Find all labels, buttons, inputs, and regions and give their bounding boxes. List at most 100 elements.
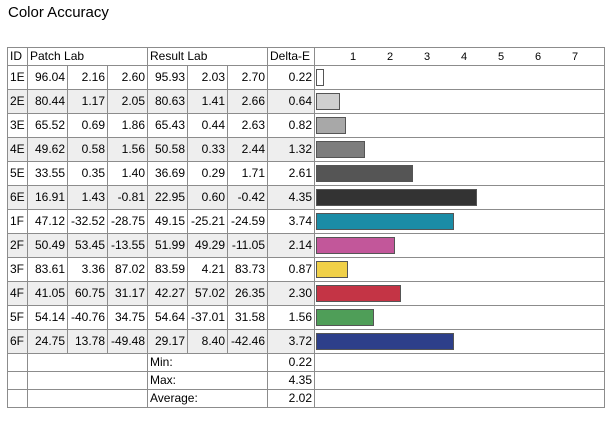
table-row: 5E 33.55 0.35 1.40 36.69 0.29 1.71 2.61 [7,161,605,186]
result-lab-value: 95.93 [147,65,188,90]
patch-lab-value: 96.04 [27,65,68,90]
table-row: 2E 80.44 1.17 2.05 80.63 1.41 2.66 0.64 [7,89,605,114]
patch-lab-value: 3.36 [67,257,108,282]
result-lab-value: 49.15 [147,209,188,234]
patch-lab-value: -28.75 [107,209,148,234]
delta-e-value: 2.14 [267,233,315,258]
table-row: 6F 24.75 13.78 -49.48 29.17 8.40 -42.46 3.72 [7,329,605,354]
patch-lab-value: 16.91 [27,185,68,210]
summary-blank-bar [314,353,605,372]
summary-row: Average: 2.02 [7,389,605,408]
delta-e-value: 2.61 [267,161,315,186]
delta-e-value: 3.74 [267,209,315,234]
table-row: 4E 49.62 0.58 1.56 50.58 0.33 2.44 1.32 [7,137,605,162]
table-row: 3E 65.52 0.69 1.86 65.43 0.44 2.63 0.82 [7,113,605,138]
axis-tick-label: 7 [571,51,579,63]
patch-id: 3F [7,257,28,282]
patch-lab-value: 1.86 [107,113,148,138]
result-lab-value: 31.58 [227,305,268,330]
delta-e-value: 1.56 [267,305,315,330]
patch-id: 1E [7,65,28,90]
header-patch-lab: Patch Lab [27,47,148,66]
result-lab-value: 51.99 [147,233,188,258]
patch-lab-value: 24.75 [27,329,68,354]
patch-lab-value: 13.78 [67,329,108,354]
patch-lab-value: -32.52 [67,209,108,234]
delta-e-value: 2.30 [267,281,315,306]
delta-e-bar-cell [314,113,605,138]
summary-row: Max: 4.35 [7,371,605,390]
result-lab-value: 2.70 [227,65,268,90]
result-lab-value: 26.35 [227,281,268,306]
delta-e-bar [316,69,324,86]
patch-lab-value: 50.49 [27,233,68,258]
result-lab-value: 50.58 [147,137,188,162]
summary-value: 4.35 [267,371,315,390]
summary-row: Min: 0.22 [7,353,605,372]
patch-lab-value: 49.62 [27,137,68,162]
result-lab-value: 2.44 [227,137,268,162]
summary-blank-id [7,389,28,408]
axis-tick-label: 3 [423,51,431,63]
result-lab-value: -42.46 [227,329,268,354]
delta-e-bar [316,117,346,134]
patch-lab-value: 33.55 [27,161,68,186]
patch-lab-value: 53.45 [67,233,108,258]
axis-tick-label: 2 [386,51,394,63]
result-lab-value: -0.42 [227,185,268,210]
table-row: 1F 47.12 -32.52 -28.75 49.15 -25.21 -24.59 3.74 [7,209,605,234]
patch-lab-value: 1.56 [107,137,148,162]
delta-e-bar [316,165,413,182]
result-lab-value: 1.71 [227,161,268,186]
patch-lab-value: 0.69 [67,113,108,138]
delta-e-bar-cell [314,161,605,186]
patch-lab-value: 31.17 [107,281,148,306]
summary-value: 2.02 [267,389,315,408]
delta-e-bar-cell [314,305,605,330]
delta-e-value: 0.87 [267,257,315,282]
result-lab-value: 0.60 [187,185,228,210]
patch-id: 3E [7,113,28,138]
patch-lab-value: -0.81 [107,185,148,210]
patch-lab-value: 2.16 [67,65,108,90]
table-row: 5F 54.14 -40.76 34.75 54.64 -37.01 31.58 1.56 [7,305,605,330]
result-lab-value: -11.05 [227,233,268,258]
summary-blank-bar [314,371,605,390]
table-row: 2F 50.49 53.45 -13.55 51.99 49.29 -11.05 2.14 [7,233,605,258]
patch-lab-value: 47.12 [27,209,68,234]
patch-lab-value: 60.75 [67,281,108,306]
header-id: ID [7,47,28,66]
delta-e-bar-cell [314,185,605,210]
summary-blank-id [7,371,28,390]
result-lab-value: 42.27 [147,281,188,306]
result-lab-value: 65.43 [147,113,188,138]
patch-lab-value: 1.40 [107,161,148,186]
result-lab-value: 8.40 [187,329,228,354]
table-row: 3F 83.61 3.36 87.02 83.59 4.21 83.73 0.87 [7,257,605,282]
table-row: 4F 41.05 60.75 31.17 42.27 57.02 26.35 2.30 [7,281,605,306]
patch-lab-value: -13.55 [107,233,148,258]
delta-e-value: 4.35 [267,185,315,210]
delta-e-bar [316,141,365,158]
patch-lab-value: 34.75 [107,305,148,330]
result-lab-value: -25.21 [187,209,228,234]
result-lab-value: 54.64 [147,305,188,330]
result-lab-value: 49.29 [187,233,228,258]
patch-id: 1F [7,209,28,234]
patch-lab-value: 54.14 [27,305,68,330]
delta-e-bar-cell [314,137,605,162]
delta-e-value: 0.22 [267,65,315,90]
delta-e-bar-cell [314,257,605,282]
axis-tick-label: 5 [497,51,505,63]
result-lab-value: 2.63 [227,113,268,138]
result-lab-value: 0.33 [187,137,228,162]
delta-e-bar [316,189,477,206]
patch-lab-value: -40.76 [67,305,108,330]
delta-e-bar-cell [314,329,605,354]
patch-id: 6F [7,329,28,354]
summary-label: Max: [147,371,268,390]
delta-e-value: 0.82 [267,113,315,138]
patch-id: 5E [7,161,28,186]
patch-lab-value: 87.02 [107,257,148,282]
page-title: Color Accuracy [8,4,109,21]
